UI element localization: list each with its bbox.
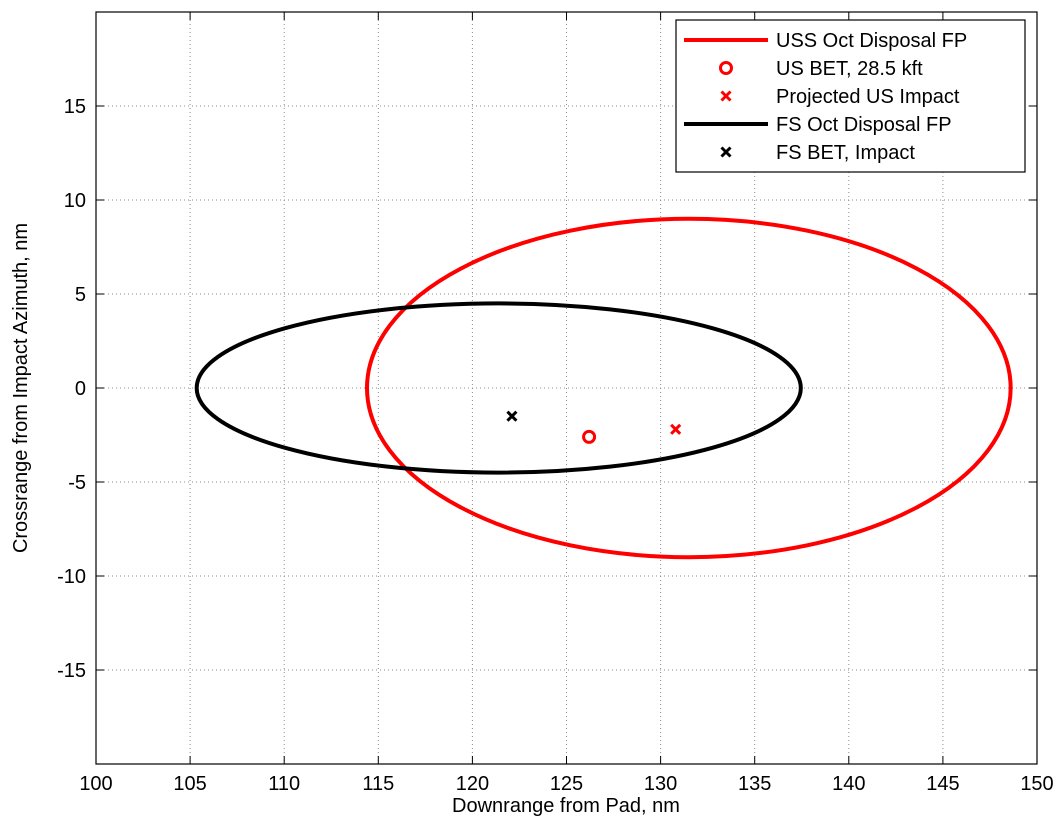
x-tick-label: 100 [79, 773, 112, 795]
series-ellipse [194, 301, 803, 475]
x-tick-label: 120 [456, 773, 489, 795]
x-tick-label: 150 [1020, 773, 1053, 795]
data-point [582, 429, 597, 444]
data-point [670, 423, 682, 435]
x-tick-label: 110 [268, 773, 300, 795]
y-tick-label: -10 [57, 566, 86, 588]
legend-label: USS Oct Disposal FP [776, 30, 967, 52]
legend-swatch-marker [720, 90, 732, 102]
legend-swatch-marker [720, 146, 732, 158]
data-point [506, 410, 518, 422]
series-ellipse [365, 216, 1013, 560]
x-axis-label: Downrange from Pad, nm [452, 795, 680, 817]
axis-ticks: 100 105 110 115 120 125 130 135 140 145 150-15-10-… [57, 12, 1054, 795]
y-tick-label: 5 [75, 284, 86, 306]
x-tick-label: 140 [832, 773, 865, 795]
legend-label: Projected US Impact [776, 86, 960, 108]
x-tick-label: 125 [550, 773, 583, 795]
legend-label: FS Oct Disposal FP [776, 114, 952, 136]
x-tick-label: 130 [644, 773, 677, 795]
x-tick-label: 145 [926, 773, 959, 795]
y-tick-label: -5 [68, 472, 86, 494]
plot-series [194, 216, 1013, 560]
x-tick-label: 105 [173, 773, 206, 795]
legend-box [675, 19, 1026, 173]
legend-label: US BET, 28.5 kft [776, 58, 923, 80]
legend-label: FS BET, Impact [776, 142, 915, 164]
y-tick-label: 15 [64, 96, 86, 118]
y-axis-label: Crossrange from Impact Azimuth, nm [10, 223, 32, 553]
x-tick-label: 115 [362, 773, 394, 795]
grid-lines [96, 12, 1037, 764]
y-tick-label: -15 [57, 660, 86, 682]
y-tick-label: 0 [75, 378, 86, 400]
legend: USS Oct Disposal FP US BET, 28.5 kft Proje… [675, 19, 1026, 173]
y-tick-label: 10 [64, 190, 86, 212]
legend-swatch-marker [719, 61, 733, 75]
x-tick-label: 135 [738, 773, 771, 795]
